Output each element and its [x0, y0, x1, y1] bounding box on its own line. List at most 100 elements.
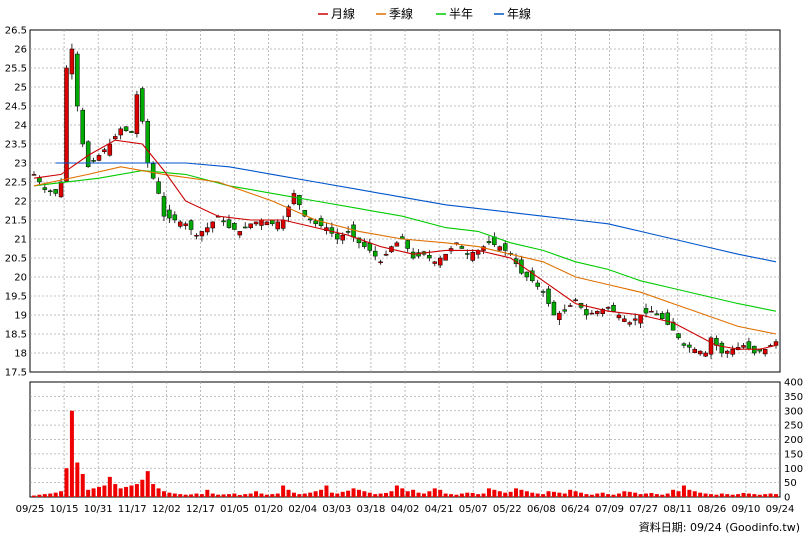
candle-body	[719, 342, 725, 354]
candle-body	[643, 308, 649, 314]
volume-bar	[676, 491, 681, 497]
volume-bar	[156, 488, 161, 497]
candle-body	[708, 337, 714, 355]
candle-body	[47, 190, 53, 193]
volume-bar	[551, 491, 556, 497]
candle-body	[757, 349, 763, 352]
candle-body	[432, 261, 438, 264]
candle-body	[486, 241, 492, 244]
volume-bar	[465, 492, 470, 497]
candle-body	[394, 242, 400, 247]
candle-body	[611, 305, 616, 312]
price-tick-label: 25.5	[5, 64, 27, 75]
volume-bar	[237, 494, 242, 497]
candle-body	[687, 344, 692, 348]
candle-body	[600, 309, 605, 314]
candle-body	[307, 218, 313, 221]
candle-body	[551, 301, 557, 316]
volume-bar	[719, 493, 724, 497]
x-tick-label: 04/21	[425, 504, 454, 515]
volume-bar	[514, 488, 519, 497]
volume-bar	[367, 492, 372, 497]
volume-bar	[568, 489, 573, 497]
volume-bar	[37, 494, 42, 497]
candle-body	[53, 189, 58, 194]
candle-body	[102, 149, 107, 153]
volume-bar	[194, 493, 199, 497]
volume-tick-label: 400	[784, 378, 803, 389]
price-tick-label: 21	[14, 235, 27, 246]
volume-bar	[145, 471, 150, 497]
volume-bar	[210, 493, 215, 497]
price-tick-label: 19	[14, 311, 27, 322]
candle-body	[302, 210, 308, 217]
volume-bar	[644, 493, 649, 497]
candle-body	[762, 348, 768, 355]
candle-body	[584, 309, 589, 316]
candle-body	[177, 221, 183, 227]
x-tick-label: 01/20	[254, 504, 283, 515]
candle-body	[405, 240, 410, 249]
candle-body	[275, 221, 280, 230]
volume-bar	[275, 493, 280, 497]
candle-body	[210, 221, 215, 229]
volume-bar	[606, 494, 611, 497]
volume-bar	[281, 485, 286, 497]
ma-quarter-line	[33, 166, 777, 335]
volume-bar	[486, 488, 491, 497]
candle-body	[470, 252, 475, 261]
volume-bar	[91, 488, 96, 497]
candle-body	[497, 246, 503, 251]
candle-body	[280, 219, 286, 229]
volume-bar	[633, 492, 638, 497]
candle-body	[427, 255, 432, 259]
price-tick-label: 20.5	[5, 254, 27, 265]
volume-bar	[286, 489, 291, 497]
x-tick-label: 07/09	[595, 504, 624, 515]
volume-bar	[438, 489, 443, 497]
volume-bar	[519, 489, 524, 497]
candle-body	[535, 282, 540, 287]
volume-bar	[254, 491, 259, 497]
volume-bar	[698, 492, 703, 497]
candle-body	[335, 233, 340, 240]
volume-bar	[709, 494, 714, 497]
candle-body	[123, 126, 129, 131]
candle-body	[205, 227, 210, 233]
candles	[31, 43, 779, 359]
candle-body	[96, 155, 102, 161]
volume-bar	[611, 494, 616, 497]
volume-bar	[416, 492, 421, 497]
candle-body	[221, 220, 226, 223]
volume-bar	[324, 485, 329, 497]
candle-body	[313, 220, 318, 225]
volume-bar	[530, 492, 535, 497]
candle-body	[80, 109, 85, 145]
candle-body	[448, 248, 454, 252]
x-tick-label: 02/04	[288, 504, 317, 515]
volume-bar	[199, 494, 204, 497]
volume-bar	[524, 491, 529, 497]
candle-body	[172, 214, 178, 221]
volume-bar	[42, 494, 47, 497]
volume-bar	[508, 491, 513, 497]
candle-body	[362, 241, 367, 247]
candle-body	[437, 257, 443, 266]
volume-bar	[687, 489, 692, 497]
volume-bar	[681, 485, 686, 497]
volume-bar	[205, 489, 210, 497]
volume-bar	[96, 486, 101, 497]
volume-bar	[291, 492, 296, 497]
x-tick-label: 08/26	[697, 504, 726, 515]
candle-body	[627, 322, 633, 325]
candle-body	[134, 94, 140, 135]
volume-bar	[140, 479, 145, 497]
volume-bar	[189, 494, 194, 497]
price-tick-label: 21.5	[5, 216, 27, 227]
volume-bar	[432, 488, 437, 497]
x-tick-label: 03/03	[322, 504, 351, 515]
volume-bar	[113, 484, 118, 497]
candle-body	[248, 223, 253, 228]
x-tick-label: 03/18	[356, 504, 385, 515]
